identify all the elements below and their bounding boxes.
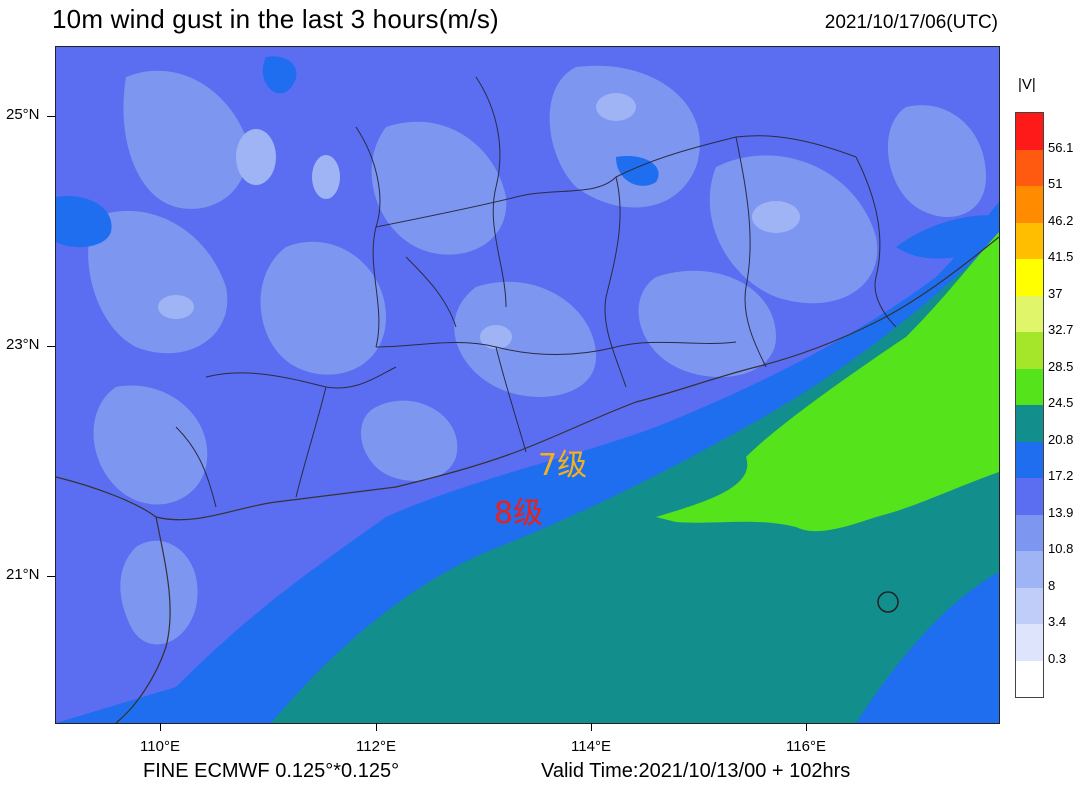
legend-level-label: 32.7 (1048, 322, 1074, 337)
legend-swatch (1016, 332, 1043, 369)
legend-swatch (1016, 149, 1043, 186)
legend-level-label: 8 (1048, 577, 1056, 593)
legend-swatch (1016, 368, 1043, 405)
legend-swatch (1016, 441, 1043, 478)
field-24-5-green (656, 232, 999, 532)
lon-tick-mark-116 (806, 723, 807, 731)
level-8-label: 8级 (494, 496, 544, 531)
map-datetime: 2021/10/17/06(UTC) (824, 12, 998, 33)
field-8-spots (158, 93, 800, 349)
lat-tick-25: 25°N (6, 106, 40, 123)
legend-level-label: 17.2 (1048, 468, 1074, 483)
map-area (55, 46, 1000, 724)
legend-swatch (1016, 259, 1043, 296)
legend-swatch (1016, 295, 1043, 332)
level-7-label: 7级 (538, 448, 588, 483)
lon-tick-mark-114 (591, 723, 592, 731)
legend-swatch (1016, 624, 1043, 661)
legend-level-label: 0.3 (1048, 650, 1067, 666)
field-17-2-se (856, 572, 999, 723)
legend-swatch (1016, 514, 1043, 551)
field-10-8-patches (88, 65, 986, 645)
field-20-8-sea (271, 237, 999, 723)
legend-level-label: 37 (1048, 285, 1063, 301)
legend-level-label: 10.8 (1048, 541, 1074, 556)
legend-swatch (1016, 660, 1043, 697)
legend-level-label: 46.2 (1048, 212, 1074, 228)
wind-gust-map (56, 47, 999, 723)
legend-swatch (1016, 551, 1043, 588)
lat-tick-mark-23 (47, 346, 55, 347)
admin-boundaries (175, 76, 897, 508)
lon-tick-116: 116°E (786, 738, 826, 755)
lon-tick-mark-112 (376, 723, 377, 731)
model-resolution: FINE ECMWF 0.125°*0.125° (143, 760, 400, 782)
valid-time: Valid Time:2021/10/13/00 + 102hrs (541, 760, 851, 782)
lat-tick-mark-25 (47, 116, 55, 117)
leizhou-coast (115, 516, 171, 723)
legend-swatch (1016, 186, 1043, 223)
lat-tick-23: 23°N (6, 336, 40, 353)
lon-tick-mark-110 (160, 723, 161, 731)
lon-tick-114: 114°E (571, 738, 611, 755)
legend-level-label: 41.5 (1048, 249, 1074, 264)
lat-tick-mark-21 (47, 576, 55, 577)
legend-swatch (1016, 113, 1043, 150)
legend-swatch (1016, 587, 1043, 624)
coastline (56, 236, 999, 521)
lon-tick-110: 110°E (140, 738, 180, 755)
legend-swatch (1016, 405, 1043, 442)
legend-title: |V| (1018, 76, 1036, 93)
legend-level-label: 13.9 (1048, 504, 1074, 520)
color-legend (1015, 112, 1044, 698)
map-title: 10m wind gust in the last 3 hours(m/s) (52, 4, 499, 34)
legend-swatch (1016, 478, 1043, 515)
legend-level-label: 51 (1048, 176, 1063, 191)
legend-swatch (1016, 222, 1043, 259)
legend-level-label: 56.1 (1048, 139, 1074, 155)
island-marker (877, 591, 899, 613)
legend-level-label: 28.5 (1048, 358, 1074, 374)
lon-tick-112: 112°E (356, 738, 396, 755)
legend-level-label: 20.8 (1048, 431, 1074, 447)
legend-level-label: 24.5 (1048, 395, 1074, 410)
lat-tick-21: 21°N (6, 566, 40, 583)
legend-level-label: 3.4 (1048, 614, 1067, 629)
